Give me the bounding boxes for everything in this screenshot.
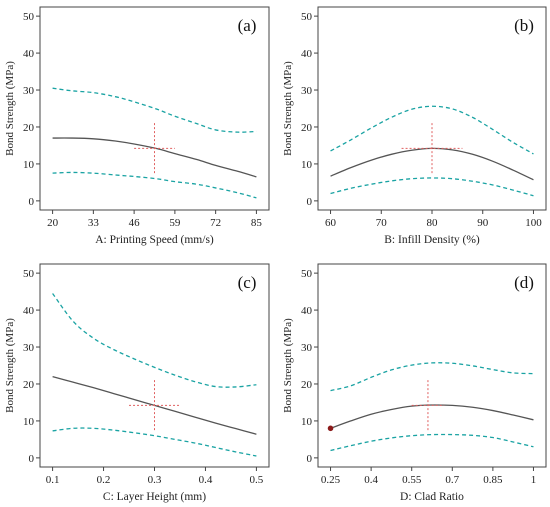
- y-tick-label: 10: [23, 159, 35, 171]
- x-tick-label: 0.3: [148, 474, 162, 486]
- y-tick-label: 20: [301, 122, 313, 134]
- x-axis-label: D: Clad Ratio: [400, 491, 464, 503]
- upper-bound-curve: [330, 105, 534, 155]
- y-tick-label: 40: [23, 48, 35, 60]
- plot-frame: [317, 6, 547, 211]
- lower-bound-curve: [52, 171, 257, 199]
- x-tick-label: 0.25: [321, 474, 341, 486]
- upper-bound-curve: [52, 293, 257, 388]
- x-tick-label: 0.5: [250, 474, 264, 486]
- x-tick-label: 0.4: [364, 474, 378, 486]
- setting-marker: [327, 425, 334, 432]
- y-axis-label: Bond Strength (MPa): [282, 61, 294, 156]
- y-tick-label: 0: [29, 196, 35, 208]
- panel-3: 0 10 20 30 40 50 0.1 0.2 0.3 0.4 0.5 C: Layer Heigh…: [4, 263, 270, 503]
- y-tick-label: 30: [301, 342, 313, 354]
- y-axis-label: Bond Strength (MPa): [282, 318, 294, 413]
- y-tick-label: 50: [301, 268, 313, 280]
- y-tick-label: 10: [301, 416, 313, 428]
- x-tick-label: 59: [169, 217, 181, 229]
- y-tick-label: 0: [307, 453, 313, 465]
- panel-2: 0 10 20 30 40 50 60 70 80 90 100 B: Infill Density …: [282, 6, 547, 246]
- x-tick-label: 0.85: [483, 474, 503, 486]
- panel-label: (b): [514, 16, 534, 35]
- panel-label: (a): [238, 16, 257, 35]
- x-tick-label: 60: [325, 217, 337, 229]
- lower-bound-curve: [330, 433, 534, 452]
- x-tick-label: 0.7: [445, 474, 459, 486]
- upper-bound-curve: [52, 87, 257, 133]
- x-tick-label: 0.2: [97, 474, 111, 486]
- y-tick-label: 0: [307, 196, 313, 208]
- y-tick-label: 0: [29, 453, 35, 465]
- x-tick-label: 85: [251, 217, 263, 229]
- y-tick-label: 30: [23, 85, 35, 97]
- x-tick-label: 0.4: [199, 474, 213, 486]
- x-tick-label: 46: [129, 217, 141, 229]
- x-tick-label: 0.55: [402, 474, 422, 486]
- panel-label: (d): [514, 273, 534, 292]
- y-tick-label: 50: [23, 268, 35, 280]
- plot-frame: [317, 263, 547, 468]
- y-tick-label: 40: [301, 48, 313, 60]
- lower-bound-curve: [330, 177, 534, 197]
- panel-label: (c): [238, 273, 257, 292]
- fitted-curve: [330, 404, 534, 429]
- y-tick-label: 50: [23, 11, 35, 23]
- y-tick-label: 40: [301, 305, 313, 317]
- y-tick-label: 30: [301, 85, 313, 97]
- y-tick-label: 10: [301, 159, 313, 171]
- x-tick-label: 100: [525, 217, 542, 229]
- y-axis-label: Bond Strength (MPa): [4, 318, 16, 413]
- x-tick-label: 1: [531, 474, 537, 486]
- x-tick-label: 33: [88, 217, 100, 229]
- x-tick-label: 72: [210, 217, 221, 229]
- panel-1: 0 10 20 30 40 50 20 33 46 59 72 85 A: Printing Speed…: [4, 6, 270, 246]
- x-axis-label: A: Printing Speed (mm/s): [95, 234, 214, 246]
- y-tick-label: 50: [301, 11, 313, 23]
- x-tick-label: 80: [427, 217, 439, 229]
- x-tick-label: 90: [477, 217, 489, 229]
- y-tick-label: 10: [23, 416, 35, 428]
- upper-bound-curve: [330, 362, 534, 392]
- panel-4: 0 10 20 30 40 50 0.25 0.4 0.55 0.7 0.85 1 D: Clad Ra…: [282, 263, 547, 503]
- y-axis-label: Bond Strength (MPa): [4, 61, 16, 156]
- y-tick-label: 20: [23, 122, 35, 134]
- y-tick-label: 40: [23, 305, 35, 317]
- y-tick-label: 30: [23, 342, 35, 354]
- x-tick-label: 70: [376, 217, 388, 229]
- plot-frame: [39, 6, 270, 211]
- y-tick-label: 20: [23, 379, 35, 391]
- x-axis-label: B: Infill Density (%): [384, 234, 480, 246]
- y-tick-label: 20: [301, 379, 313, 391]
- plot-frame: [39, 263, 270, 468]
- x-tick-label: 20: [47, 217, 59, 229]
- lower-bound-curve: [52, 427, 257, 457]
- x-axis-label: C: Layer Height (mm): [103, 491, 206, 503]
- x-tick-label: 0.1: [46, 474, 60, 486]
